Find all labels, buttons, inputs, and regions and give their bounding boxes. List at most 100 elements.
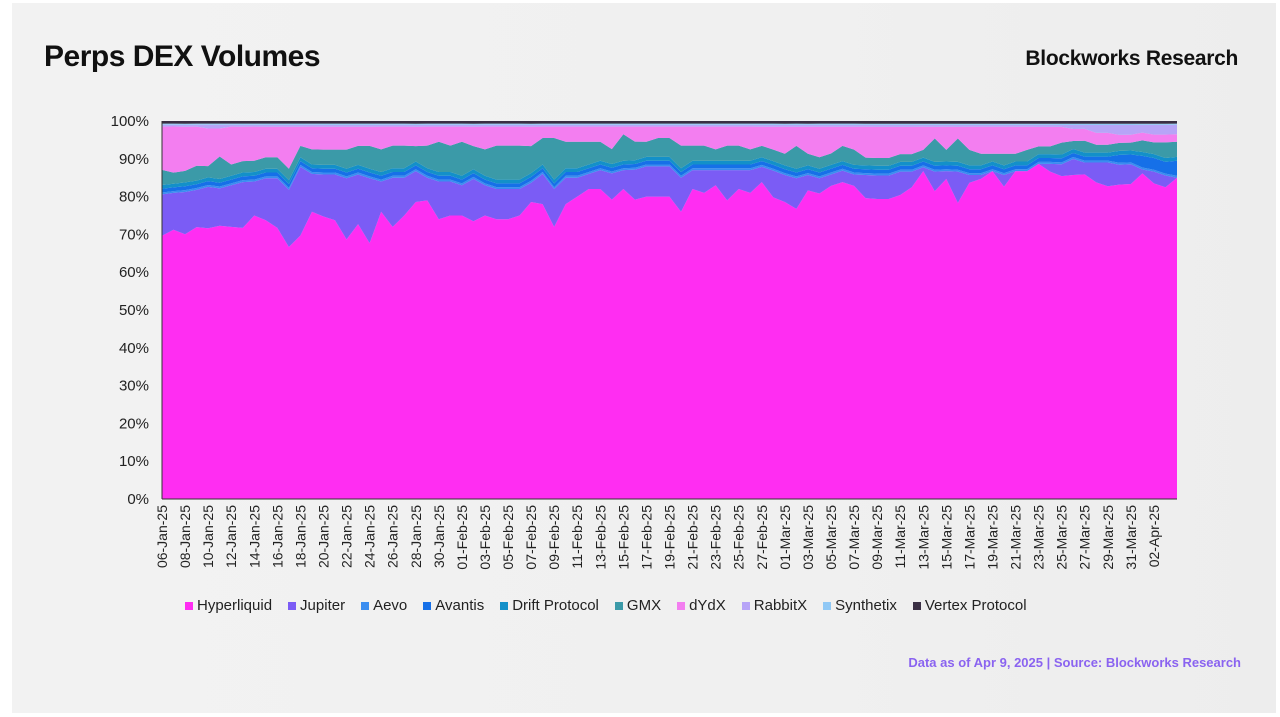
area-vertex-protocol	[162, 121, 1177, 124]
x-tick-label: 07-Mar-25	[846, 505, 862, 570]
brand-label: Blockworks Research	[1025, 47, 1238, 70]
area-drift-protocol	[162, 149, 1177, 189]
legend-swatch	[423, 601, 432, 610]
y-tick-label: 90%	[119, 151, 149, 168]
x-tick-label: 29-Mar-25	[1100, 505, 1116, 570]
area-jupiter	[162, 159, 1177, 247]
area-hyperliquid	[162, 163, 1177, 499]
y-tick-label: 60%	[119, 264, 149, 281]
chart-legend: Hyperliquid Jupiter Aevo Avantis Drift Proto…	[185, 597, 1043, 614]
legend-item: Synthetix	[823, 597, 897, 614]
x-tick-label: 30-Jan-25	[431, 505, 447, 568]
legend-label: Synthetix	[835, 597, 897, 614]
y-tick-label: 50%	[119, 302, 149, 319]
x-tick-label: 19-Mar-25	[984, 505, 1000, 570]
legend-swatch	[614, 601, 623, 610]
legend-item: Drift Protocol	[500, 597, 599, 614]
x-tick-label: 18-Jan-25	[292, 505, 308, 568]
x-tick-label: 23-Feb-25	[708, 505, 724, 570]
legend-label: Hyperliquid	[197, 597, 273, 614]
x-tick-label: 09-Feb-25	[546, 505, 562, 570]
x-tick-label: 09-Mar-25	[869, 505, 885, 570]
legend-item: RabbitX	[741, 597, 808, 614]
x-tick-label: 27-Mar-25	[1077, 505, 1093, 570]
area-gmx	[162, 134, 1177, 185]
y-tick-label: 100%	[111, 113, 149, 130]
area-dydx	[162, 126, 1177, 173]
legend-item: Avantis	[423, 597, 484, 614]
x-tick-label: 13-Feb-25	[592, 505, 608, 570]
legend-item: Vertex Protocol	[912, 597, 1027, 614]
legend-swatch	[823, 601, 832, 610]
legend-label: Aevo	[373, 597, 408, 614]
x-tick-label: 17-Mar-25	[961, 505, 977, 570]
area-synthetix	[162, 123, 1177, 125]
x-tick-label: 15-Mar-25	[938, 505, 954, 570]
legend-item: Aevo	[361, 597, 407, 614]
x-tick-label: 27-Feb-25	[754, 505, 770, 570]
x-tick-label: 22-Jan-25	[339, 505, 355, 568]
legend-item: dYdX	[677, 597, 726, 614]
legend-label: Drift Protocol	[512, 597, 599, 614]
legend-item: Hyperliquid	[185, 597, 272, 614]
legend-label: GMX	[626, 597, 662, 614]
legend-swatch	[677, 601, 686, 610]
x-tick-label: 15-Feb-25	[615, 505, 631, 570]
x-tick-label: 08-Jan-25	[177, 505, 193, 568]
legend-swatch	[361, 601, 370, 610]
legend-swatch	[912, 601, 921, 610]
legend-item: Jupiter	[288, 597, 345, 614]
x-tick-label: 23-Mar-25	[1031, 505, 1047, 570]
x-tick-label: 01-Feb-25	[454, 505, 470, 570]
x-tick-label: 06-Jan-25	[154, 505, 170, 568]
x-tick-label: 28-Jan-25	[408, 505, 424, 568]
chart-title: Perps DEX Volumes	[44, 40, 321, 73]
legend-swatch	[500, 601, 509, 610]
y-tick-label: 70%	[119, 226, 149, 243]
legend-label: RabbitX	[753, 597, 808, 614]
legend-swatch	[288, 601, 297, 610]
y-tick-label: 40%	[119, 340, 149, 357]
x-tick-label: 21-Mar-25	[1008, 505, 1024, 570]
area-aevo	[162, 157, 1177, 195]
legend-label: dYdX	[689, 597, 726, 614]
y-tick-label: 80%	[119, 189, 149, 206]
area-avantis	[162, 153, 1177, 193]
y-tick-label: 0%	[127, 491, 149, 508]
legend-item: GMX	[614, 597, 662, 614]
x-tick-label: 05-Mar-25	[823, 505, 839, 570]
x-tick-label: 11-Mar-25	[892, 505, 908, 569]
x-tick-label: 05-Feb-25	[500, 505, 516, 570]
legend-label: Avantis	[435, 597, 485, 614]
x-tick-label: 19-Feb-25	[662, 505, 678, 570]
y-tick-label: 30%	[119, 378, 149, 395]
x-tick-label: 21-Feb-25	[685, 505, 701, 570]
x-tick-label: 25-Mar-25	[1054, 505, 1070, 570]
x-tick-label: 11-Feb-25	[569, 505, 585, 569]
source-note: Data as of Apr 9, 2025 | Source: Blockwo…	[908, 655, 1241, 670]
x-tick-label: 03-Mar-25	[800, 505, 816, 570]
x-tick-label: 17-Feb-25	[638, 505, 654, 570]
x-tick-label: 01-Mar-25	[777, 505, 793, 570]
x-tick-label: 20-Jan-25	[315, 505, 331, 568]
legend-swatch	[741, 601, 750, 610]
legend-swatch	[185, 601, 193, 610]
x-tick-label: 02-Apr-25	[1146, 505, 1162, 567]
legend-label: Jupiter	[300, 597, 346, 614]
x-tick-label: 26-Jan-25	[385, 505, 401, 568]
x-tick-label: 12-Jan-25	[223, 505, 239, 568]
y-tick-label: 20%	[119, 415, 149, 432]
legend-label: Vertex Protocol	[924, 597, 1027, 614]
x-tick-label: 24-Jan-25	[362, 505, 378, 568]
y-tick-label: 10%	[119, 453, 149, 470]
x-tick-label: 31-Mar-25	[1123, 505, 1139, 570]
x-tick-label: 03-Feb-25	[477, 505, 493, 570]
x-tick-label: 10-Jan-25	[200, 505, 216, 568]
x-tick-label: 25-Feb-25	[731, 505, 747, 570]
area-rabbitx	[162, 124, 1177, 135]
x-tick-label: 14-Jan-25	[246, 505, 262, 568]
x-tick-label: 07-Feb-25	[523, 505, 539, 570]
x-tick-label: 13-Mar-25	[915, 505, 931, 570]
x-tick-label: 16-Jan-25	[269, 505, 285, 568]
